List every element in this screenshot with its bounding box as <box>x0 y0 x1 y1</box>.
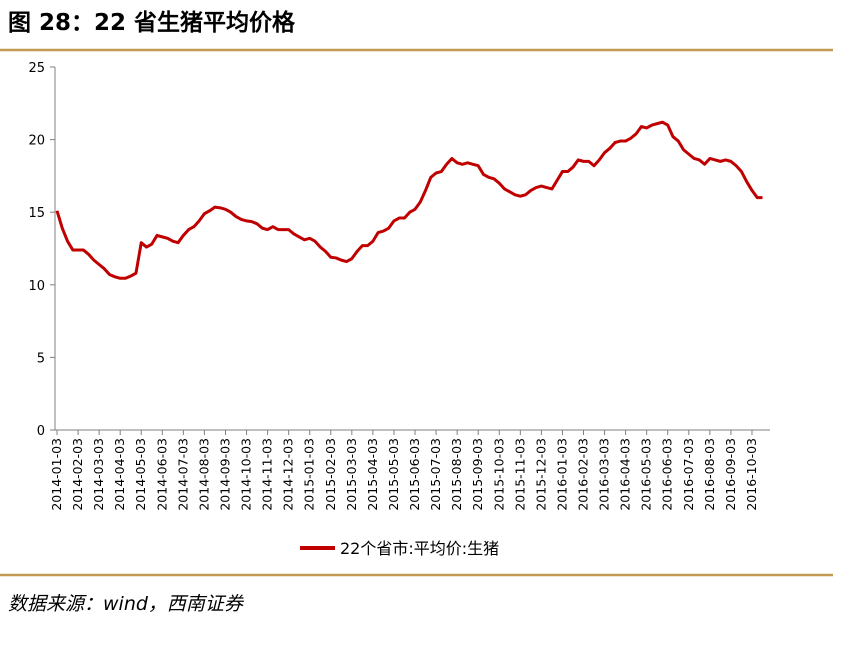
x-tick-label: 2014-10-03 <box>239 438 254 511</box>
x-tick-label: 2014-09-03 <box>217 438 232 511</box>
source-note: 数据来源：wind，西南证券 <box>8 593 245 615</box>
x-tick-label: 2014-01-03 <box>49 438 64 511</box>
x-tick-label: 2015-03-03 <box>344 438 359 511</box>
x-tick-label: 2015-09-03 <box>470 438 485 511</box>
x-tick-label: 2014-05-03 <box>133 438 148 511</box>
x-tick-label: 2014-06-03 <box>154 438 169 511</box>
x-tick-label: 2015-06-03 <box>407 438 422 511</box>
y-tick-label: 25 <box>28 61 45 76</box>
x-tick-label: 2014-02-03 <box>70 438 85 511</box>
x-tick-label: 2016-09-03 <box>723 438 738 511</box>
x-tick-label: 2016-05-03 <box>639 438 654 511</box>
chart-title: 图 28：22 省生猪平均价格 <box>8 9 296 36</box>
y-tick-label: 15 <box>28 206 45 221</box>
y-tick-label: 10 <box>28 279 45 294</box>
y-tick-label: 5 <box>37 351 45 366</box>
x-tick-label: 2015-04-03 <box>365 438 380 511</box>
x-tick-label: 2016-03-03 <box>597 438 612 511</box>
x-tick-label: 2014-04-03 <box>112 438 127 511</box>
x-tick-label: 2016-10-03 <box>744 438 759 511</box>
x-tick-label: 2016-04-03 <box>618 438 633 511</box>
x-tick-label: 2016-07-03 <box>681 438 696 511</box>
x-tick-label: 2015-10-03 <box>491 438 506 511</box>
x-tick-label: 2016-06-03 <box>660 438 675 511</box>
x-tick-label: 2015-12-03 <box>533 438 548 511</box>
x-tick-label: 2015-08-03 <box>449 438 464 511</box>
x-tick-label: 2016-02-03 <box>576 438 591 511</box>
x-tick-label: 2016-01-03 <box>554 438 569 511</box>
x-tick-label: 2015-05-03 <box>386 438 401 511</box>
x-tick-label: 2016-08-03 <box>702 438 717 511</box>
x-tick-label: 2014-12-03 <box>281 438 296 511</box>
x-tick-label: 2015-11-03 <box>512 438 527 511</box>
x-tick-label: 2015-01-03 <box>302 438 317 511</box>
x-tick-label: 2014-08-03 <box>196 438 211 511</box>
x-tick-label: 2014-03-03 <box>91 438 106 511</box>
x-tick-label: 2015-07-03 <box>428 438 443 511</box>
x-tick-label: 2014-11-03 <box>260 438 275 511</box>
y-tick-label: 20 <box>28 134 45 149</box>
legend-label: 22个省市:平均价:生猪 <box>340 539 499 558</box>
y-tick-label: 0 <box>37 424 45 439</box>
series-line <box>55 120 763 280</box>
x-tick-label: 2015-02-03 <box>323 438 338 511</box>
x-tick-label: 2014-07-03 <box>175 438 190 511</box>
